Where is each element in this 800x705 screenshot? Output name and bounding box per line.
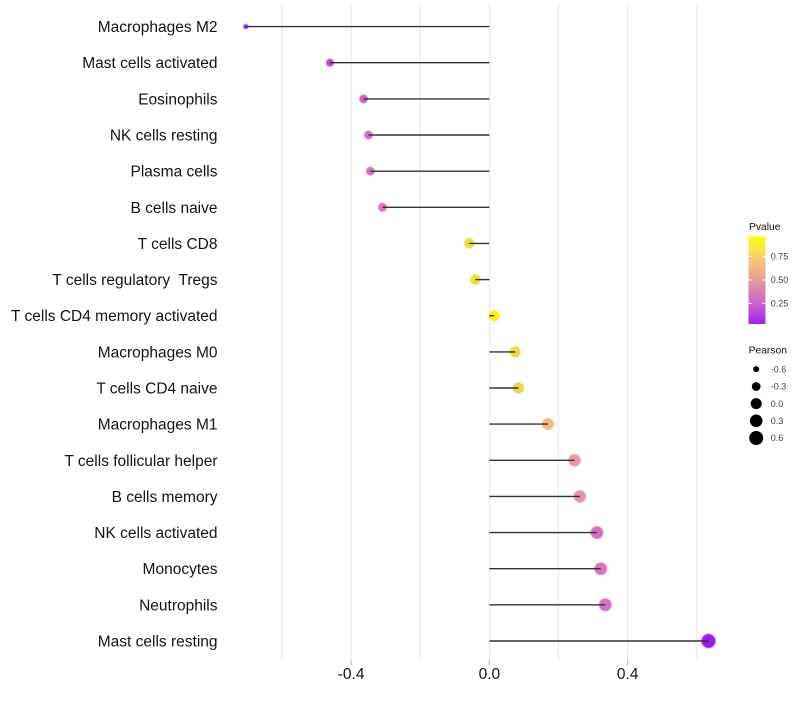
svg-text:0.50: 0.50: [771, 275, 789, 285]
svg-text:T cells follicular helper: T cells follicular helper: [64, 453, 217, 470]
svg-text:-0.3: -0.3: [771, 382, 787, 392]
svg-text:T cells CD4 naive: T cells CD4 naive: [96, 381, 217, 398]
svg-text:Macrophages M0: Macrophages M0: [98, 344, 218, 361]
svg-text:0.25: 0.25: [771, 299, 789, 309]
svg-text:Neutrophils: Neutrophils: [139, 597, 218, 614]
svg-text:T cells regulatory Tregs: T cells regulatory Tregs: [52, 272, 217, 289]
svg-text:T cells CD8: T cells CD8: [138, 236, 218, 253]
svg-text:0.4: 0.4: [617, 666, 639, 683]
svg-text:B cells memory: B cells memory: [112, 489, 218, 506]
svg-text:0.6: 0.6: [771, 433, 784, 443]
svg-text:Monocytes: Monocytes: [143, 561, 218, 578]
svg-text:Pearson: Pearson: [749, 346, 788, 357]
svg-text:Mast cells resting: Mast cells resting: [98, 634, 218, 651]
svg-text:-0.6: -0.6: [771, 364, 787, 374]
svg-text:0.0: 0.0: [771, 399, 784, 409]
svg-text:0.75: 0.75: [771, 252, 789, 262]
svg-text:Plasma cells: Plasma cells: [131, 164, 218, 181]
svg-text:NK cells activated: NK cells activated: [94, 525, 217, 542]
svg-text:Pvalue: Pvalue: [749, 222, 781, 233]
svg-text:0.0: 0.0: [479, 666, 501, 683]
svg-text:-0.4: -0.4: [338, 666, 365, 683]
svg-text:Eosinophils: Eosinophils: [138, 91, 218, 108]
svg-text:Mast cells activated: Mast cells activated: [82, 55, 217, 72]
svg-text:B cells naive: B cells naive: [130, 200, 217, 217]
svg-text:NK cells resting: NK cells resting: [110, 128, 218, 145]
svg-text:Macrophages M2: Macrophages M2: [98, 19, 218, 36]
svg-text:Macrophages M1: Macrophages M1: [98, 417, 218, 434]
svg-text:T cells CD4 memory activated: T cells CD4 memory activated: [11, 308, 217, 325]
svg-text:0.3: 0.3: [771, 416, 784, 426]
